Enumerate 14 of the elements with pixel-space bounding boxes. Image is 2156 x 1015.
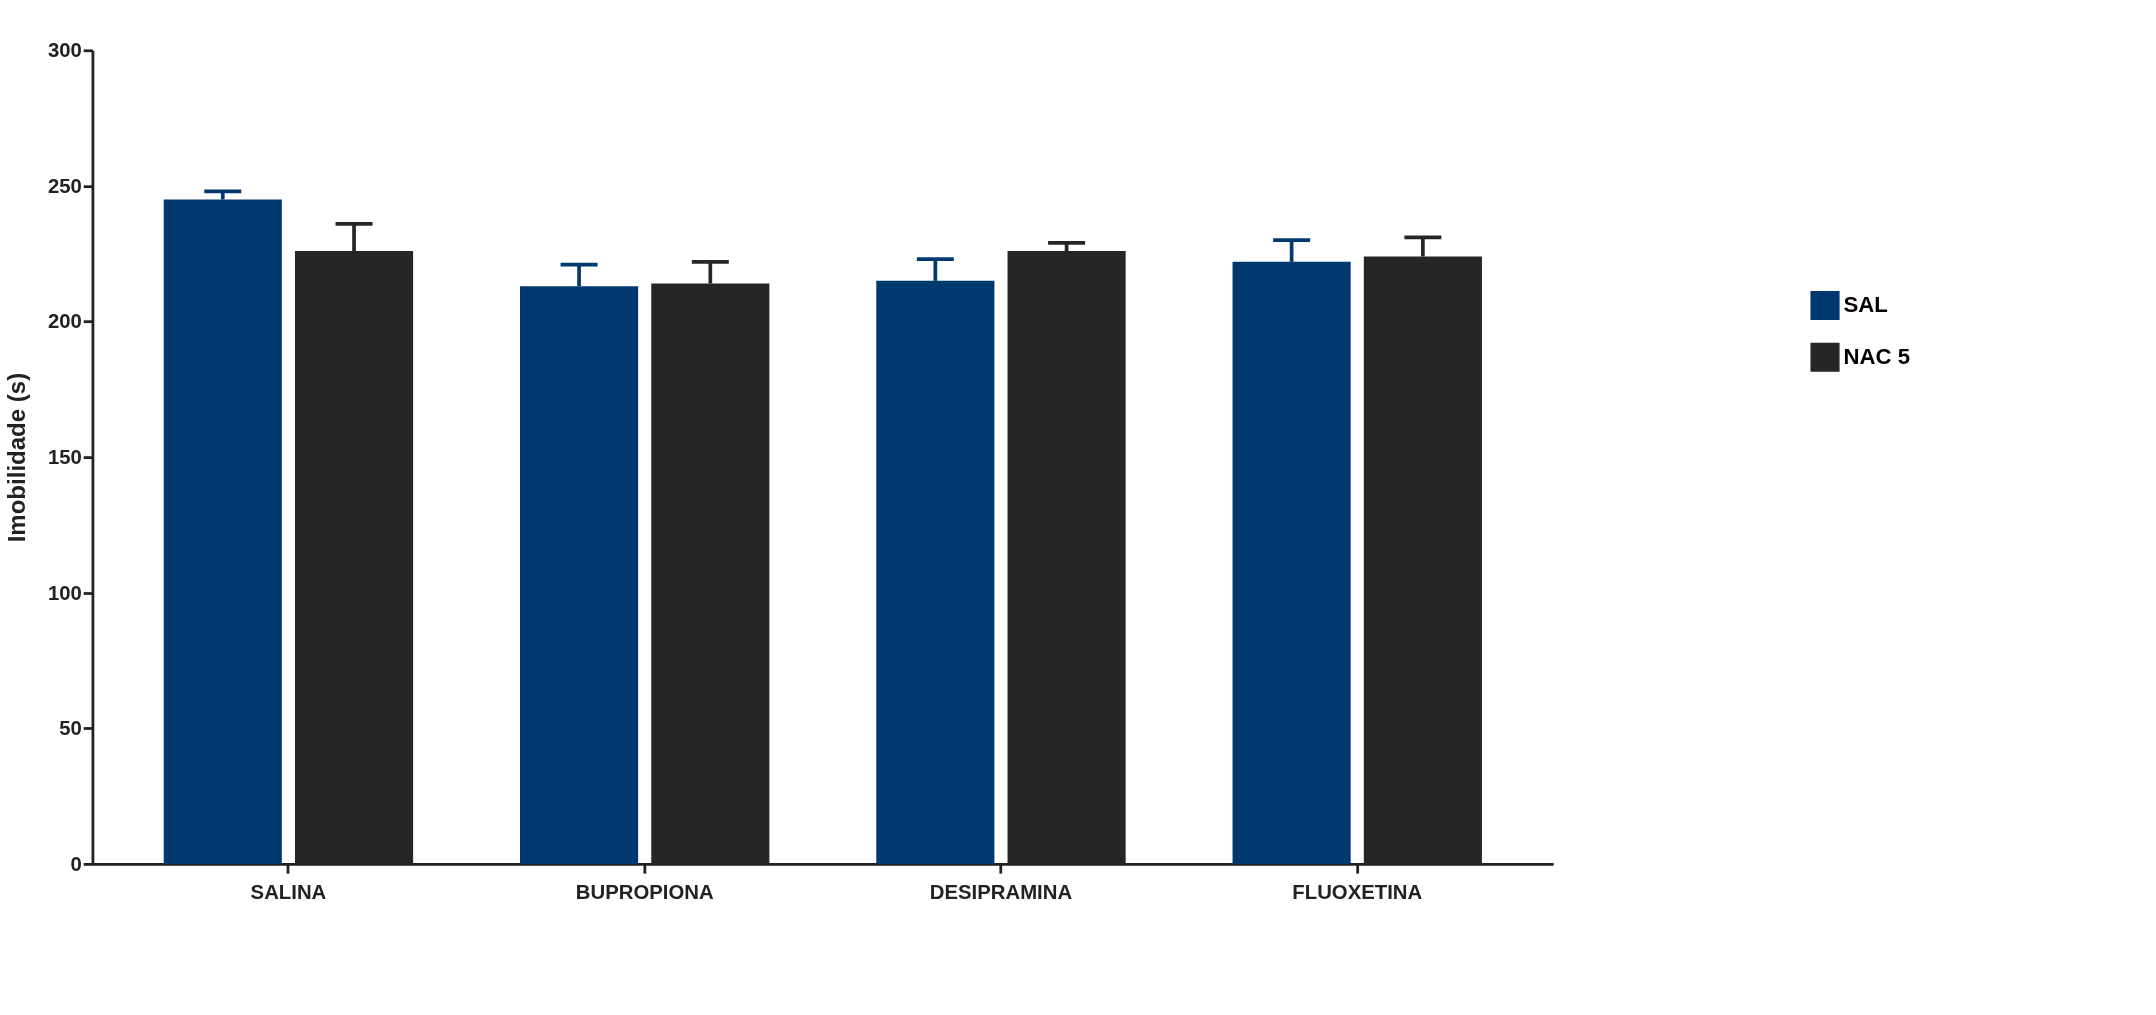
y-tick-label: 150 <box>47 446 82 469</box>
x-tick-label: DESIPRAMINA <box>929 880 1073 903</box>
legend-label: SAL <box>1843 291 1888 317</box>
legend-label: NAC 5 <box>1843 343 1911 369</box>
y-tick-label: 0 <box>70 852 82 875</box>
y-tick-label: 250 <box>47 174 82 197</box>
y-tick-label: 50 <box>59 717 82 740</box>
x-tick-label: BUPROPIONA <box>575 880 714 903</box>
y-tick-label: 200 <box>47 310 82 333</box>
y-axis-title: Imobilidade (s) <box>2 372 30 543</box>
y-tick-label: 300 <box>47 39 82 62</box>
x-tick-label: FLUOXETINA <box>1292 880 1423 903</box>
y-tick-label: 100 <box>47 581 82 604</box>
x-tick-label: SALINA <box>250 880 327 903</box>
